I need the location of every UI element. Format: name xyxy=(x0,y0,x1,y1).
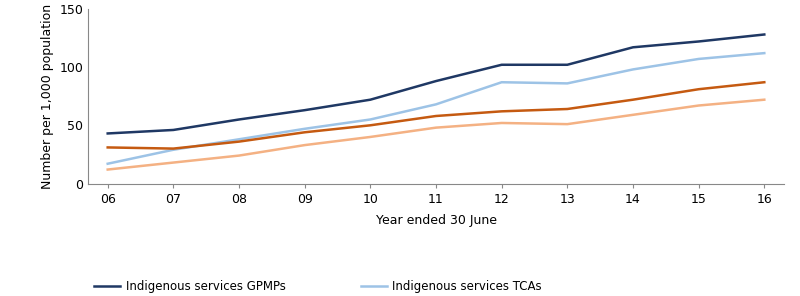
Y-axis label: Number per 1,000 population: Number per 1,000 population xyxy=(41,4,54,189)
Legend: Indigenous services GPMPs, Non-Indigenous services GPMPs, Indigenous services TC: Indigenous services GPMPs, Non-Indigenou… xyxy=(94,280,570,296)
X-axis label: Year ended 30 June: Year ended 30 June xyxy=(375,214,497,227)
